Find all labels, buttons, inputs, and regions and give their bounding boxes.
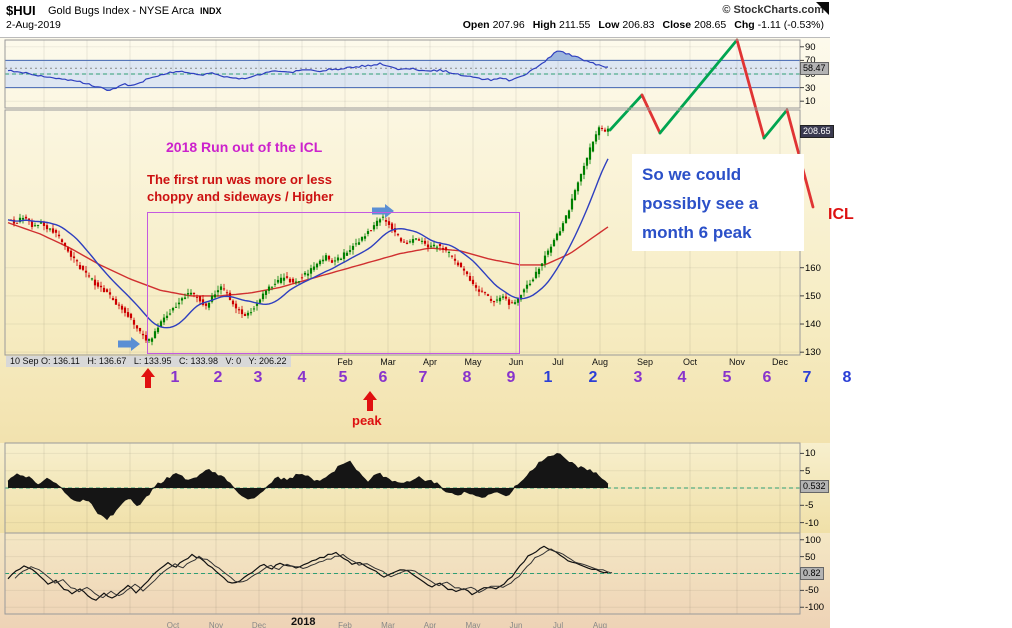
crosshair-info-strip: 10 Sep O: 136.11 H: 136.67 L: 133.95 C: …: [6, 356, 291, 367]
month6-peak-note-line2: possibly see a: [642, 194, 759, 213]
choppy-run-note-line2: choppy and sideways / Higher: [147, 189, 334, 204]
index-name-label: Gold Bugs Index - NYSE Arca: [48, 5, 195, 17]
exchange-label: INDX: [200, 6, 222, 16]
histogram-panel-background: [0, 443, 830, 533]
oscillator-panel-background: [0, 533, 830, 628]
quote-label: Low: [598, 19, 620, 31]
cycle-number: 8: [842, 369, 852, 386]
month6-peak-note-line1: So we could: [642, 165, 742, 184]
scrollbar-corner-arrow-icon[interactable]: [816, 2, 829, 15]
ohlc-quote-line: Open 207.96 High 211.55 Low 206.83 Close 208.65…: [455, 19, 824, 31]
choppy-run-note: The first run was more or less choppy an…: [147, 171, 333, 205]
quote-label: Open: [462, 19, 490, 31]
icl-run-note: 2018 Run out of the ICL: [166, 139, 323, 155]
quote-value: 206.83: [622, 19, 655, 31]
month6-peak-note-line3: month 6 peak: [642, 223, 752, 242]
bottom-axis-year-label: 2018: [291, 616, 316, 628]
choppy-run-note-line1: The first run was more or less: [147, 172, 332, 187]
quote-value: -1.11 (-0.53%): [757, 19, 824, 31]
consolidation-rectangle-annotation: [147, 212, 520, 354]
symbol-label: $HUI: [6, 3, 36, 18]
chart-date: 2-Aug-2019: [6, 19, 61, 31]
quote-value: 207.96: [492, 19, 525, 31]
quote-value: 208.65: [694, 19, 727, 31]
quote-label: Close: [662, 19, 692, 31]
month6-peak-note: So we could possibly see a month 6 peak: [632, 154, 804, 251]
quote-value: 211.55: [559, 19, 591, 31]
header-separator: [0, 37, 830, 38]
peak-label: peak: [352, 413, 382, 428]
icl-label: ICL: [828, 206, 854, 223]
stockcharts-credit: © StockCharts.com: [722, 4, 824, 16]
quote-label: Chg: [734, 19, 755, 31]
quote-label: High: [532, 19, 557, 31]
